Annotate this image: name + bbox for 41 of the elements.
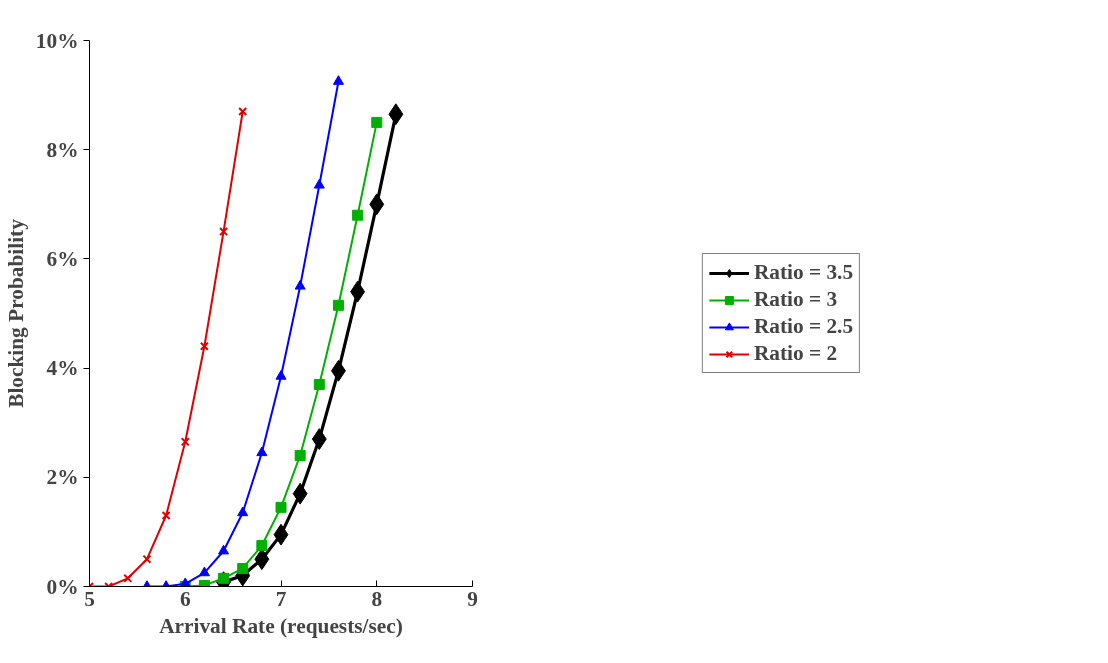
point [199,341,209,351]
point [332,299,344,311]
x-tick-label: 5 [84,586,95,611]
y-tick-label: 4% [46,356,79,381]
point [313,378,325,390]
legend-label: Ratio = 3 [753,287,838,312]
point [275,501,287,513]
point [332,75,344,85]
point [313,178,325,189]
point [352,209,364,221]
y-tick-label: 8% [46,137,79,162]
y-tick-label: 0% [46,574,79,599]
y-axis-title: Blocking Probability [3,218,28,408]
point [294,449,306,461]
point [218,544,230,555]
point [161,510,171,521]
point [142,554,152,564]
point [237,506,249,517]
y-tick-label: 2% [46,465,79,490]
point [238,106,248,117]
point [123,573,133,583]
point [256,446,268,457]
point [294,279,306,290]
x-tick-label: 9 [467,586,478,611]
point [198,566,210,577]
point [371,116,383,128]
legend-label: Ratio = 2.5 [753,314,854,339]
y-tick-label: 6% [46,246,79,271]
legend-label: Ratio = 2 [753,341,838,366]
point [237,562,249,574]
point [311,428,327,450]
x-tick-label: 7 [275,586,287,611]
point [180,437,190,447]
point [219,227,229,237]
x-tick-label: 8 [371,586,383,611]
x-axis-title: Arrival Rate (requests/sec) [159,613,403,638]
legend-label: Ratio = 3.5 [753,260,854,285]
x-tick-label: 6 [179,586,191,611]
y-tick-label: 10% [35,28,79,53]
point [256,540,268,552]
point [275,370,287,380]
